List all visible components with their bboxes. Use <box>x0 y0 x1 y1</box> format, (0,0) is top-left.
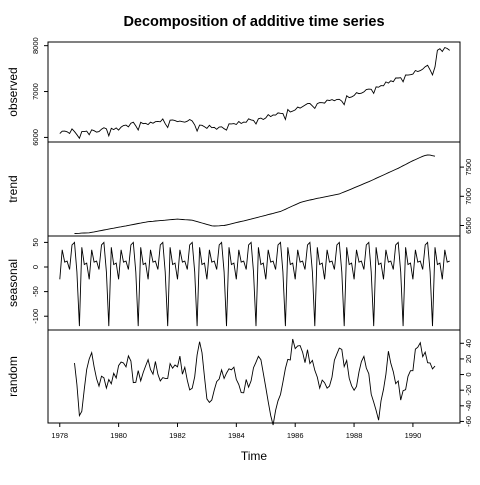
y-tick-label-random: -20 <box>464 385 473 396</box>
y-tick-label-observed: 6000 <box>31 129 40 146</box>
x-tick-label: 1980 <box>110 431 127 440</box>
x-tick-label: 1986 <box>287 431 304 440</box>
y-tick-label-seasonal: 50 <box>31 238 40 246</box>
y-tick-label-observed: 8000 <box>31 37 40 54</box>
y-tick-label-seasonal: -100 <box>31 309 40 324</box>
y-axis-label-trend: trend <box>6 175 20 202</box>
y-tick-label-seasonal: 0 <box>31 265 40 269</box>
y-axis-label-seasonal: seasonal <box>6 259 20 307</box>
y-axis-label-observed: observed <box>6 67 20 116</box>
y-tick-label-random: -40 <box>464 400 473 411</box>
y-tick-label-observed: 7000 <box>31 83 40 100</box>
x-axis-label: Time <box>241 449 268 463</box>
y-tick-label-trend: 7000 <box>464 188 473 205</box>
y-axis-label-random: random <box>6 356 20 397</box>
y-tick-label-trend: 6500 <box>464 217 473 234</box>
y-tick-label-random: 0 <box>464 372 473 376</box>
chart-title: Decomposition of additive time series <box>123 14 384 30</box>
y-tick-label-random: 20 <box>464 355 473 363</box>
y-tick-label-trend: 7500 <box>464 159 473 176</box>
y-tick-label-random: -60 <box>464 416 473 427</box>
x-tick-label: 1982 <box>169 431 186 440</box>
y-tick-label-random: 40 <box>464 339 473 347</box>
x-tick-label: 1984 <box>228 431 245 440</box>
x-tick-label: 1988 <box>346 431 363 440</box>
x-tick-label: 1978 <box>51 431 68 440</box>
x-tick-label: 1990 <box>405 431 422 440</box>
y-tick-label-seasonal: -50 <box>31 286 40 297</box>
